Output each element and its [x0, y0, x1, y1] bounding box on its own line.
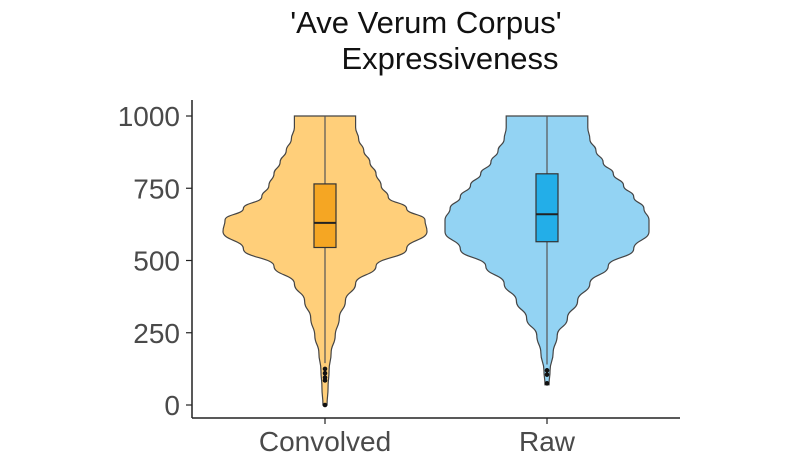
outlier-point: [544, 381, 550, 386]
x-tick-label: Convolved: [259, 426, 391, 457]
outlier-point: [322, 366, 328, 372]
box-raw: [535, 173, 559, 243]
outlier-point: [544, 368, 550, 373]
y-tick-label: 500: [133, 246, 180, 277]
y-tick-label: 250: [133, 318, 180, 349]
y-tick-label: 1000: [118, 101, 180, 132]
violin-group-raw: [444, 115, 650, 386]
chart-title-line-2: Expressiveness: [341, 41, 559, 76]
outlier-point: [322, 378, 328, 383]
outlier-point: [322, 402, 328, 408]
outlier-point: [544, 372, 550, 377]
outlier-point: [322, 370, 328, 376]
y-tick-label: 0: [164, 390, 180, 421]
chart-title-line-1: 'Ave Verum Corpus': [290, 5, 562, 40]
x-tick-label: Raw: [519, 426, 576, 457]
violin-group-convolved: [222, 115, 428, 408]
axes-layer: 0 250 500 750 1000 Convolved Raw: [118, 100, 680, 457]
y-tick-label: 750: [133, 173, 180, 204]
violins-layer: [222, 115, 650, 408]
box-convolved: [313, 183, 337, 249]
